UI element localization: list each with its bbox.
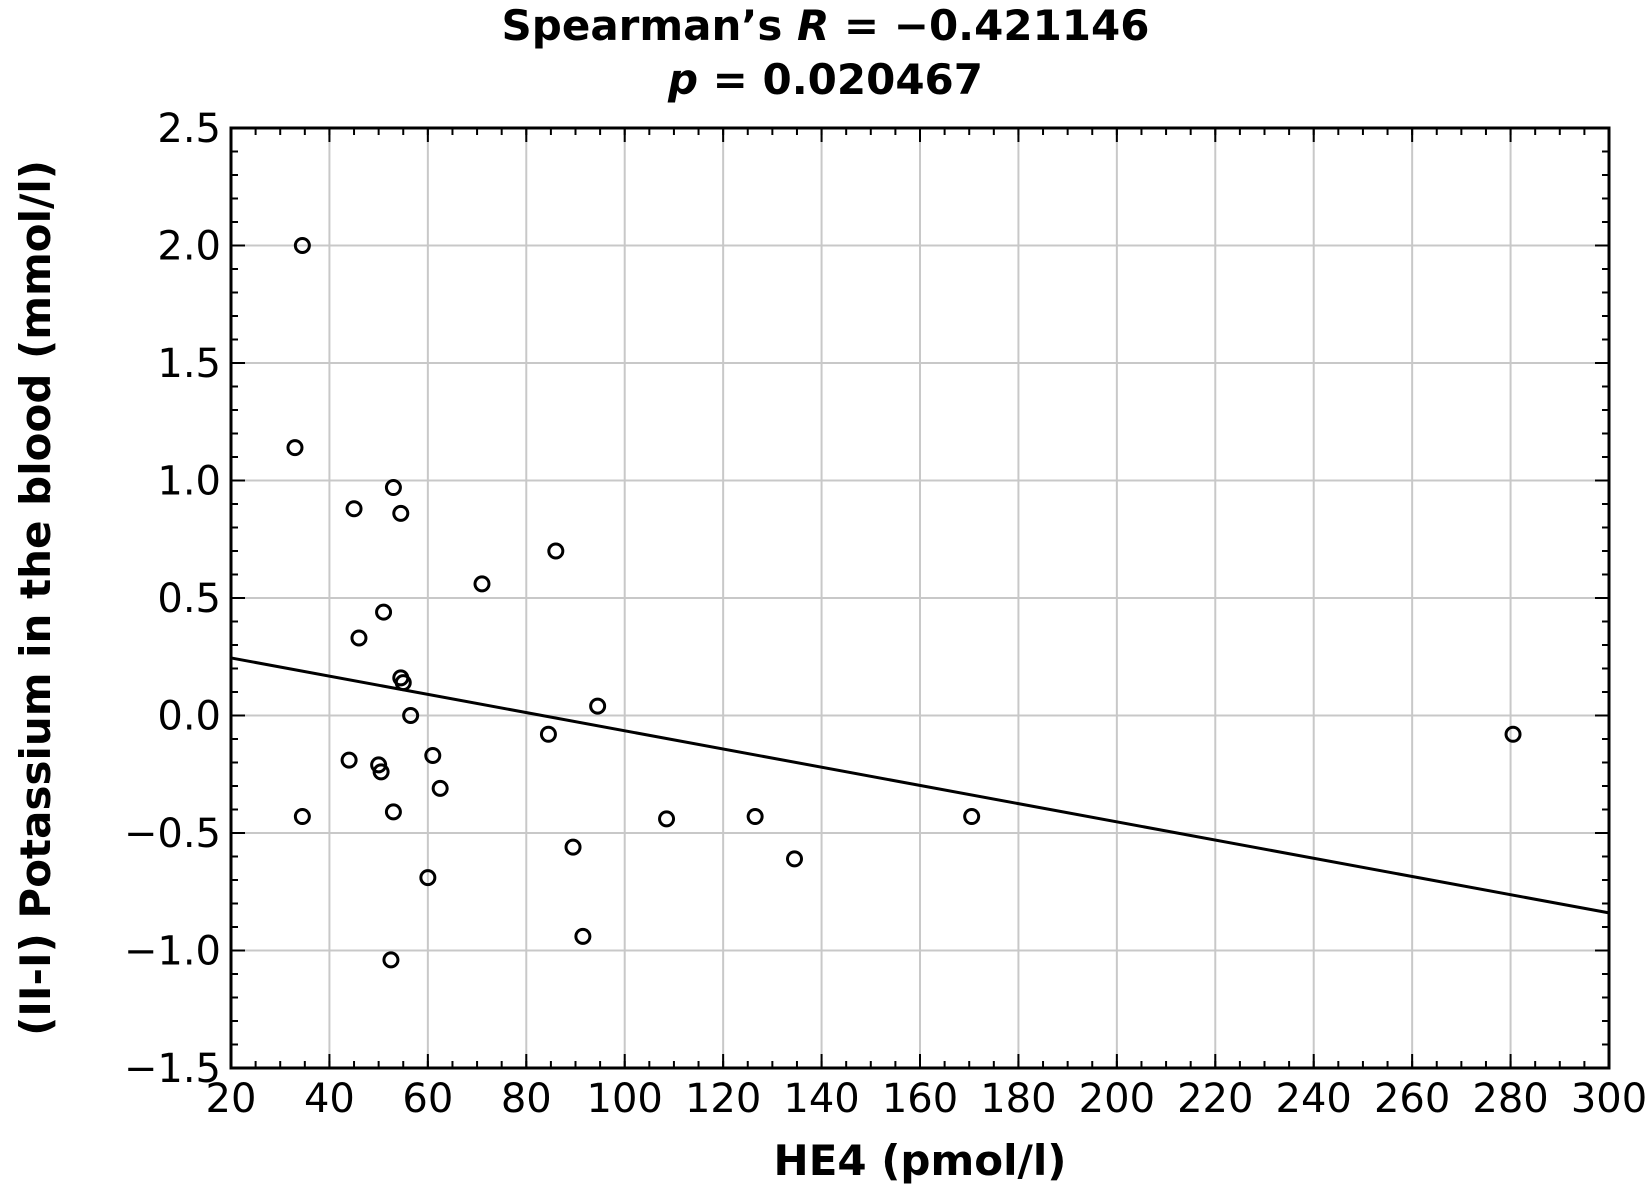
tick-marks — [230, 127, 1610, 1069]
x-tick-label: 300 — [1571, 1076, 1647, 1122]
data-point — [431, 779, 449, 797]
y-tick-label: 0.0 — [157, 694, 221, 740]
data-point — [382, 951, 400, 969]
chart-title-line-2: p = 0.020467 — [0, 56, 1651, 104]
y-tick-label: 0.5 — [157, 576, 221, 622]
x-tick-label: 140 — [783, 1076, 859, 1122]
data-point — [293, 237, 311, 254]
data-point — [786, 850, 804, 868]
x-tick-label: 200 — [1079, 1076, 1155, 1122]
title-p-value: = 0.020467 — [698, 55, 984, 104]
title-prefix: Spearman’s — [501, 1, 797, 50]
x-tick-label: 80 — [501, 1076, 552, 1122]
data-point — [564, 838, 582, 856]
x-tick-label: 100 — [587, 1076, 663, 1122]
x-axis-label: HE4 (pmol/l) — [774, 1136, 1067, 1185]
data-point — [424, 746, 442, 764]
trendline-group — [230, 656, 1610, 915]
data-point — [350, 629, 368, 647]
data-point — [419, 869, 437, 887]
data-points — [286, 237, 1522, 969]
trendline — [230, 656, 1610, 915]
y-axis-label: (II-I) Potassium in the blood (mmol/l) — [11, 160, 60, 1036]
data-point — [539, 725, 557, 743]
x-tick-label: 60 — [402, 1076, 453, 1122]
x-tick-label: 160 — [882, 1076, 958, 1122]
y-tick-label: 2.5 — [157, 106, 221, 152]
title-r-symbol: R — [796, 1, 830, 50]
data-point — [547, 542, 565, 560]
data-point — [293, 808, 311, 826]
x-tick-label: 280 — [1472, 1076, 1548, 1122]
data-point — [963, 808, 981, 826]
data-point — [340, 751, 358, 769]
data-point — [574, 927, 592, 945]
y-tick-label: −1.0 — [124, 929, 221, 975]
data-point — [375, 603, 393, 621]
data-point — [402, 707, 420, 724]
x-tick-label: 220 — [1177, 1076, 1253, 1122]
y-tick-label: 2.0 — [157, 224, 221, 270]
y-tick-labels: 2.5 2.0 1.5 1.0 0.5 0.0 −0.5 −1.0 −1.5 — [124, 106, 221, 1092]
x-tick-label: 20 — [206, 1076, 257, 1122]
x-tick-labels: 20 40 60 80 100 120 140 160 180 200 220 240 260 280 30… — [206, 1076, 1648, 1122]
data-point — [372, 763, 390, 781]
data-point — [473, 575, 491, 593]
y-tick-label: 1.0 — [157, 459, 221, 505]
y-tick-label: −1.5 — [124, 1046, 221, 1092]
data-point — [746, 808, 764, 826]
data-point — [394, 674, 412, 692]
x-tick-label: 240 — [1276, 1076, 1352, 1122]
chart-title-line-1: Spearman’s R = −0.421146 — [0, 2, 1651, 50]
data-point — [384, 803, 402, 821]
x-tick-label: 40 — [304, 1076, 355, 1122]
y-tick-label: 1.5 — [157, 341, 221, 387]
x-tick-label: 180 — [980, 1076, 1056, 1122]
data-point — [286, 439, 304, 457]
data-point — [589, 697, 607, 715]
title-r-value: = −0.421146 — [829, 1, 1150, 50]
title-p-symbol: p — [667, 55, 699, 104]
data-point — [345, 500, 363, 518]
data-point — [392, 504, 410, 522]
gridlines — [231, 128, 1609, 1068]
data-point — [658, 810, 676, 828]
y-tick-label: −0.5 — [124, 811, 221, 857]
x-tick-label: 120 — [685, 1076, 761, 1122]
data-point — [1504, 725, 1522, 743]
data-point — [384, 479, 402, 497]
x-tick-label: 260 — [1374, 1076, 1450, 1122]
